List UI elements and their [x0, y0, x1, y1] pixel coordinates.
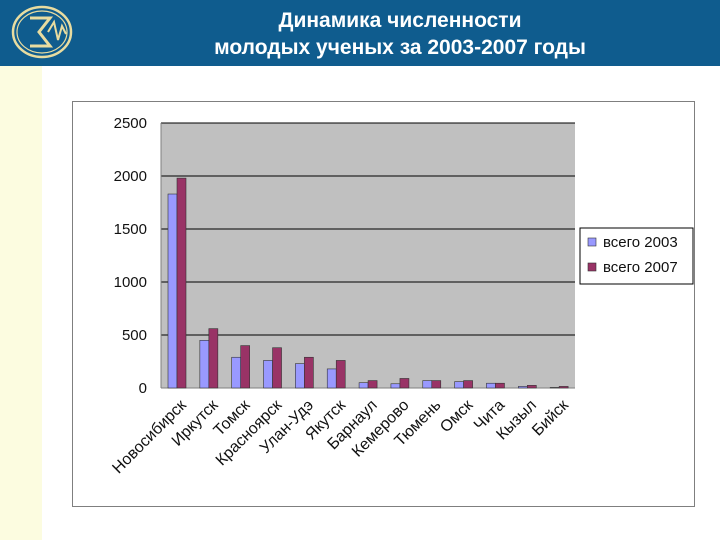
bar: [199, 340, 210, 389]
bar: [335, 360, 346, 389]
x-tick-label: Омск: [437, 396, 477, 436]
y-tick-label: 1000: [114, 274, 147, 291]
plot-area: [161, 123, 575, 388]
bar: [454, 381, 464, 389]
bar: [495, 382, 505, 389]
bar: [431, 380, 442, 389]
bar: [295, 363, 305, 389]
legend-label: всего 2003: [603, 234, 678, 251]
bar: [176, 177, 187, 389]
bar: [390, 383, 401, 389]
header-bar: Динамика численности молодых ученых за 2…: [0, 0, 720, 66]
bar: [167, 193, 178, 389]
bar: [399, 378, 410, 389]
bar: [231, 356, 241, 389]
bar: [240, 345, 250, 389]
bar: [358, 382, 369, 389]
y-tick-label: 2500: [114, 115, 147, 132]
bar: [367, 380, 378, 389]
bar: [422, 380, 433, 389]
legend-swatch: [587, 237, 597, 247]
y-tick-label: 2000: [114, 168, 147, 185]
bar: [463, 380, 473, 389]
bar: [208, 328, 219, 389]
bar: [486, 382, 496, 389]
side-panel: [0, 66, 42, 540]
chart-frame: 0 500 1000 1500 2000 2500 Новосибирск Иркутск То…: [72, 101, 695, 507]
bar: [558, 386, 569, 389]
sigma-wave-emblem-icon: [11, 5, 73, 59]
page-title-line1: Динамика численности: [278, 9, 522, 32]
bar: [527, 385, 537, 389]
bar-chart: 05001000150020002500НовосибирскИркутскТо…: [109, 115, 694, 477]
bar: [263, 360, 273, 389]
y-tick-label: 1500: [114, 221, 147, 238]
legend-swatch: [587, 262, 597, 272]
x-tick-label: Бийск: [529, 396, 572, 439]
bar: [518, 386, 528, 389]
legend-box: [579, 227, 694, 285]
bar: [549, 387, 560, 389]
bar: [304, 356, 314, 389]
page-title-line2: молодых ученых за 2003-2007 годы: [214, 36, 586, 59]
legend-label: всего 2007: [603, 259, 678, 276]
y-tick-label: 0: [139, 380, 147, 397]
y-tick-label: 500: [122, 327, 147, 344]
bar: [326, 368, 337, 389]
bar: [272, 347, 282, 389]
